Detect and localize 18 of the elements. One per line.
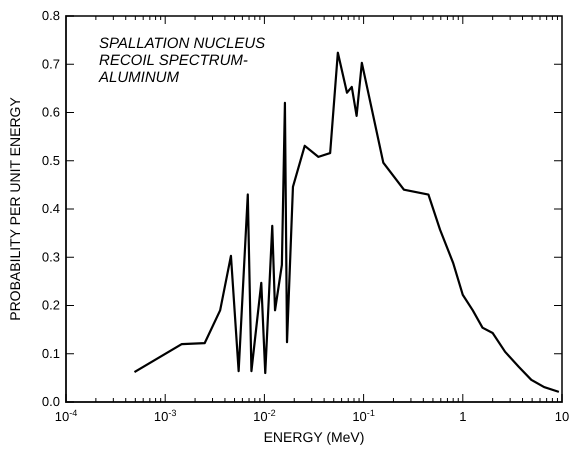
- text: SPALLATION NUCLEUS RECOIL SPECTRUM- ALUMINUM: [98, 35, 266, 86]
- y-tick-label: 0.6: [42, 104, 60, 120]
- x-tick-label: 10: [554, 409, 570, 424]
- y-tick-label: 0.1: [42, 346, 60, 361]
- x-tick-label: 10$^{-4}$: [54, 408, 78, 424]
- y-tick-label: 0.5: [42, 152, 60, 168]
- x-tick-label: 10$^{-2}$: [253, 408, 276, 424]
- y-axis-title: PROBABILITY PER UNIT ENERGY: [7, 96, 23, 321]
- y-tick-label: 0.0: [42, 394, 60, 410]
- x-tick-label: 10$^{-1}$: [352, 408, 375, 424]
- y-tick-label: 0.2: [42, 298, 60, 313]
- x-axis-title: ENERGY (MeV): [264, 429, 364, 445]
- y-tick-label: 0.8: [42, 8, 60, 24]
- x-tick-label: 10$^{-3}$: [154, 408, 176, 424]
- y-tick-label: 0.7: [42, 56, 60, 72]
- y-tick-label: 0.4: [42, 201, 60, 216]
- y-tick-label: 0.3: [42, 249, 60, 264]
- x-tick-label: 1: [459, 409, 466, 424]
